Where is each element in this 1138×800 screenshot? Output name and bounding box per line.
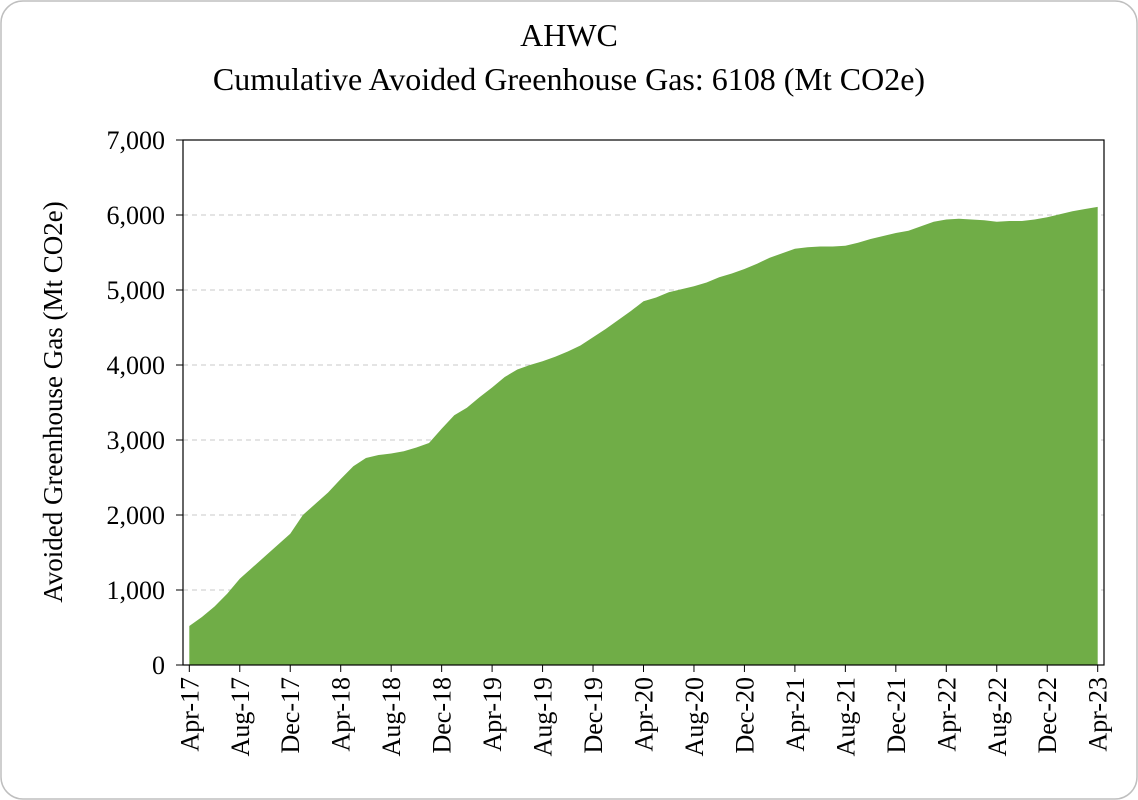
y-tick-label: 6,000 (107, 201, 166, 230)
x-tick-label: Apr-21 (781, 677, 810, 752)
chart-subtitle: Cumulative Avoided Greenhouse Gas: 6108 … (213, 61, 925, 97)
x-tick-label: Dec-17 (276, 677, 305, 754)
y-tick-label: 3,000 (107, 426, 166, 455)
x-tick-label: Aug-19 (529, 677, 558, 756)
y-tick-label: 2,000 (107, 501, 166, 530)
y-tick-label: 1,000 (107, 576, 166, 605)
chart-title: AHWC (520, 17, 618, 53)
y-axis-label: Avoided Greenhouse Gas (Mt CO2e) (38, 201, 68, 602)
y-tick-label: 0 (152, 651, 165, 680)
x-tick-label: Apr-19 (478, 677, 507, 752)
x-tick-label: Apr-18 (327, 677, 356, 752)
x-tick-label: Apr-17 (175, 677, 204, 752)
x-tick-label: Dec-19 (579, 677, 608, 754)
x-tick-label: Dec-18 (428, 677, 457, 754)
x-tick-label: Apr-20 (630, 677, 659, 752)
axes: 0 1,000 2,000 3,000 4,000 5,000 6,000 7,000 Apr-… (107, 126, 1113, 756)
y-tick-label: 4,000 (107, 351, 166, 380)
x-tick-label: Dec-21 (882, 677, 911, 754)
x-tick-label: Dec-20 (730, 677, 759, 754)
x-tick-label: Dec-22 (1033, 677, 1062, 754)
x-tick-label: Aug-21 (831, 677, 860, 756)
x-tick-label: Aug-20 (680, 677, 709, 756)
x-tick-label: Apr-23 (1084, 677, 1113, 752)
x-tick-label: Aug-18 (377, 677, 406, 756)
area (189, 206, 1098, 665)
y-tick-label: 5,000 (107, 276, 166, 305)
x-tick-label: Apr-22 (932, 677, 961, 752)
y-tick-label: 7,000 (107, 126, 166, 155)
x-tick-label: Aug-22 (983, 677, 1012, 756)
marks (189, 206, 1098, 665)
x-tick-label: Aug-17 (226, 677, 255, 756)
